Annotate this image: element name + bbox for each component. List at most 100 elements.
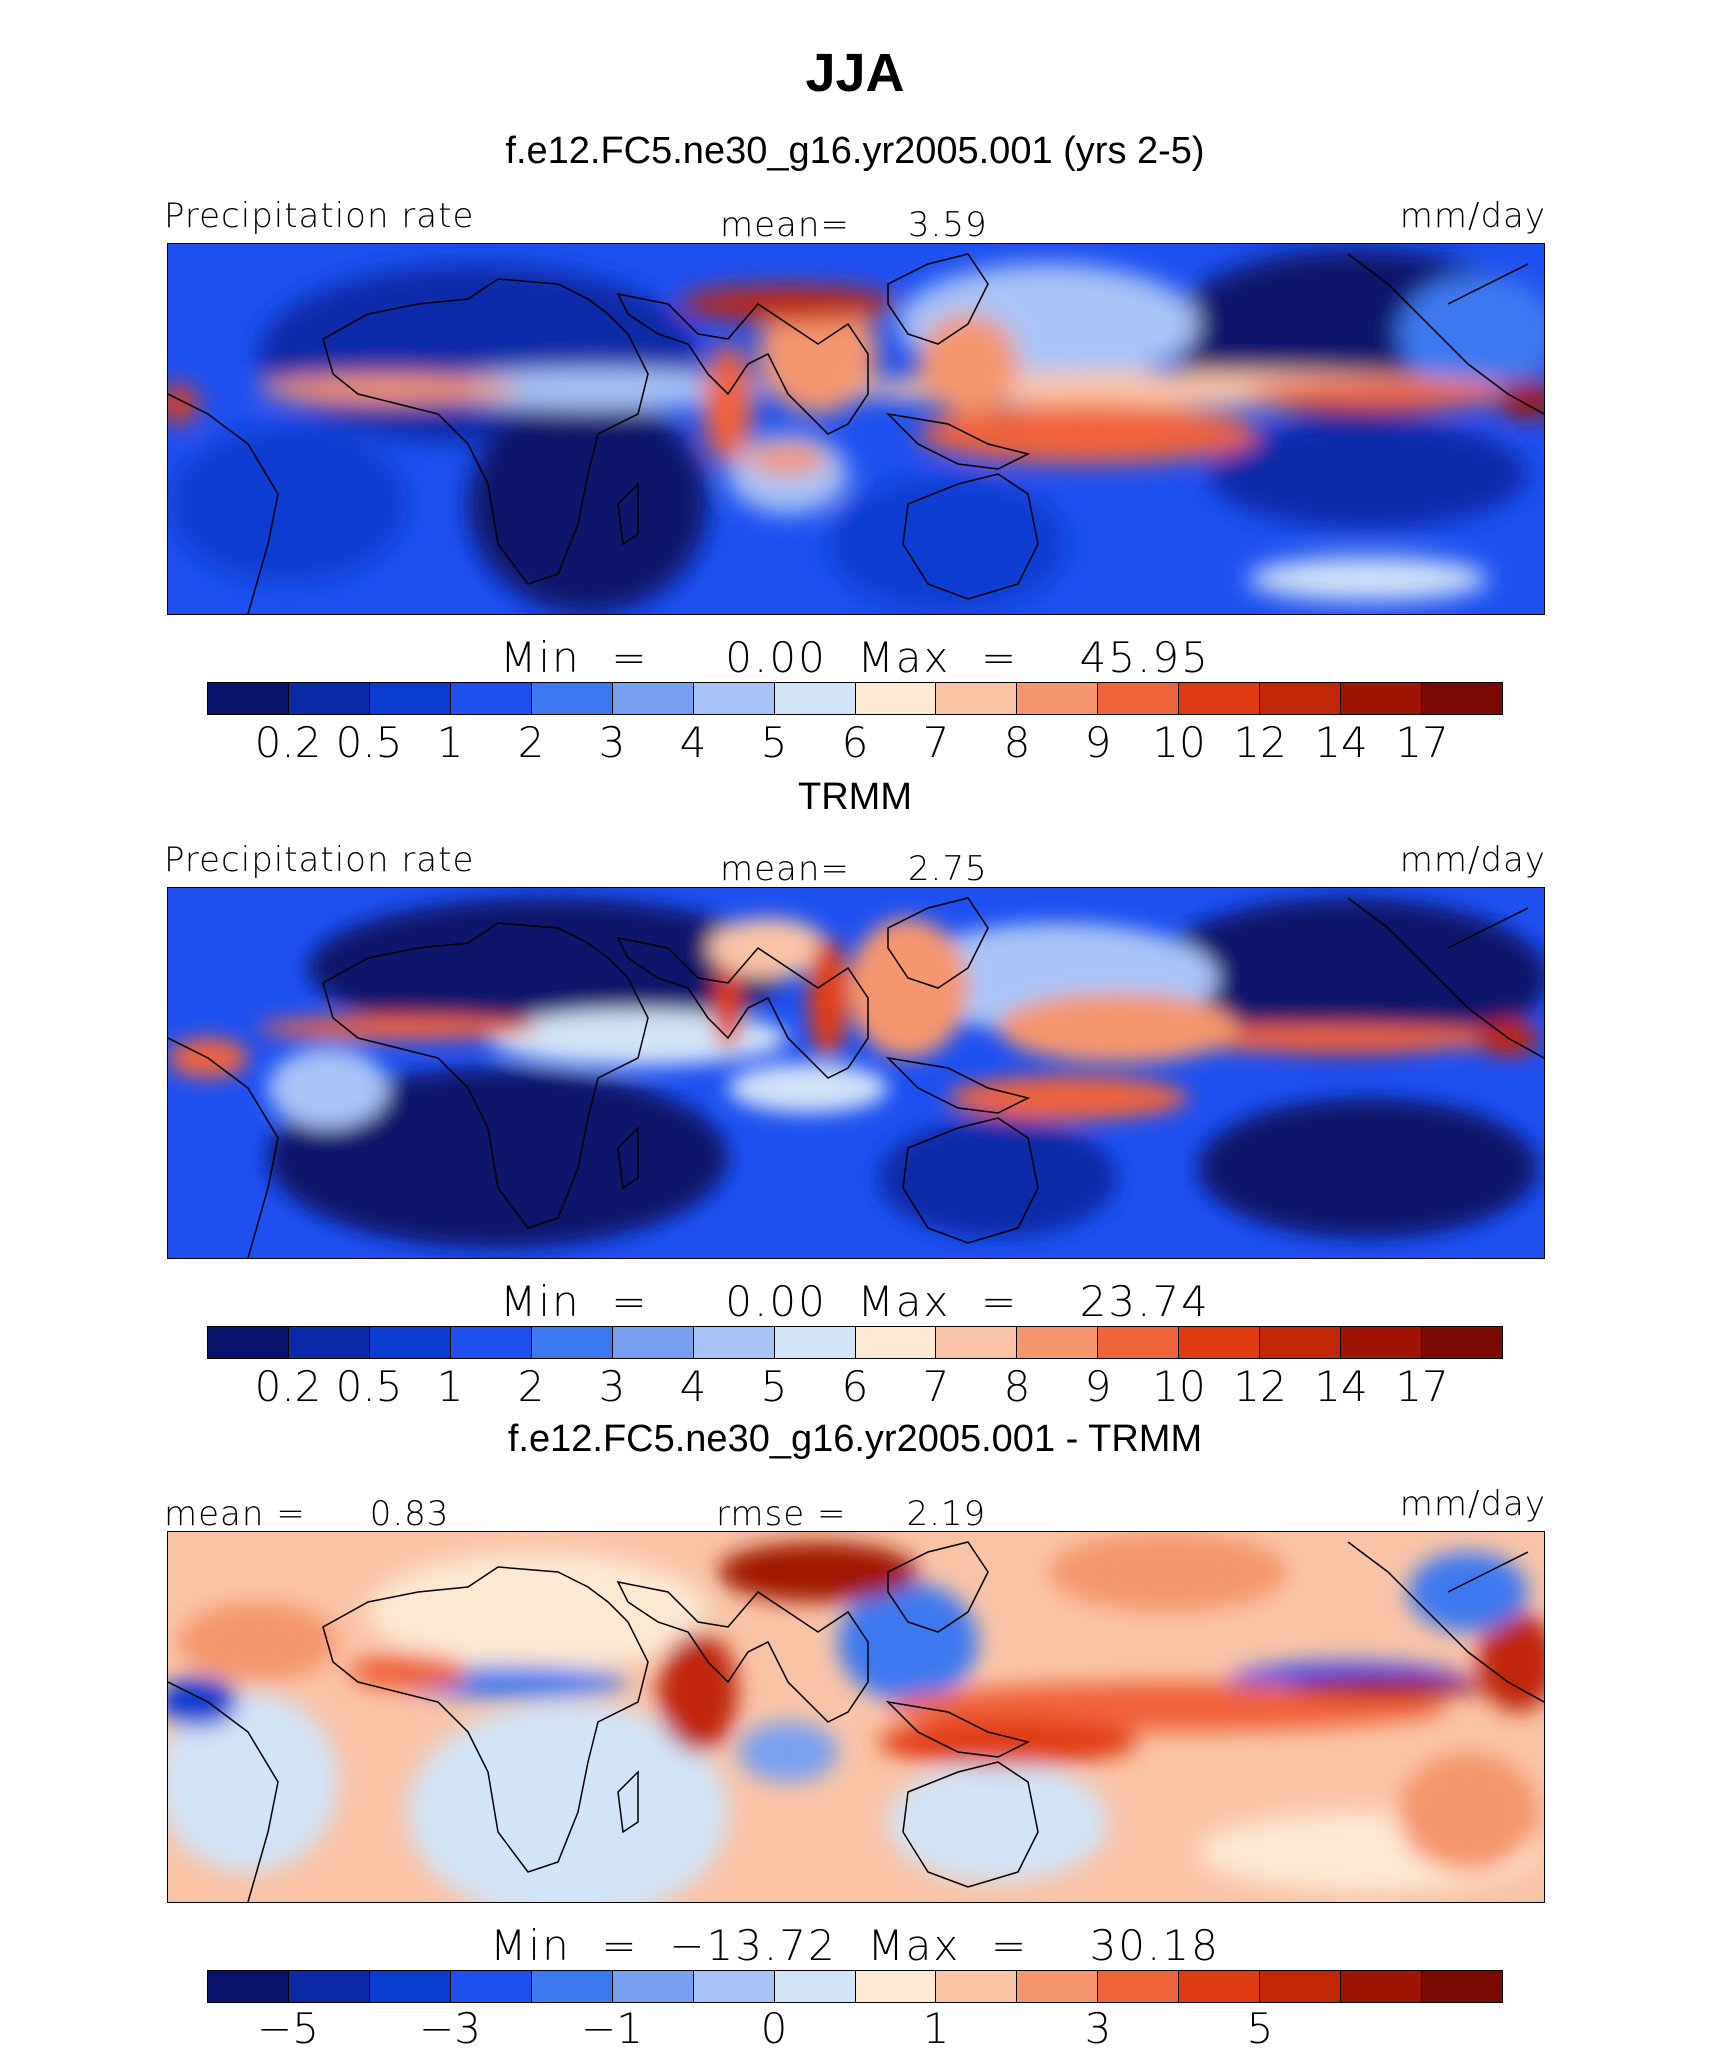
colorbar-box [693, 1971, 775, 2002]
colorbar-box [369, 1971, 451, 2002]
colorbar-box [1341, 1971, 1423, 2002]
colorbar-tick-label: 5 [1246, 2004, 1274, 2053]
colorbar-tick-label: 1 [436, 1362, 464, 1411]
panel-diff-map [167, 1531, 1545, 1903]
colorbar-box [1422, 1971, 1502, 2002]
colorbar-box [1422, 683, 1502, 714]
colorbar-tick-label: 0.2 [254, 718, 322, 767]
colorbar-tick-label: 2 [517, 1362, 545, 1411]
colorbar-tick-label: 0 [760, 2004, 788, 2053]
colorbar-tick-label: 0.5 [335, 1362, 403, 1411]
colorbar-box [369, 683, 451, 714]
colorbar-tick-label: 10 [1152, 718, 1206, 767]
colorbar-box [936, 1327, 1018, 1358]
colorbar-box [531, 1971, 613, 2002]
colorbar-tick-label: 17 [1395, 1362, 1449, 1411]
colorbar-box [693, 1327, 775, 1358]
colorbar-tick-label: 5 [760, 1362, 788, 1411]
colorbar-box [1098, 683, 1180, 714]
panel-diff-max-value: 30.18 [1089, 1921, 1220, 1970]
panel-obs-map [167, 887, 1545, 1259]
colorbar-box [1179, 1971, 1261, 2002]
colorbar-box [531, 683, 613, 714]
panel-diff-min-value: −13.72 [669, 1921, 837, 1970]
figure-title: JJA [805, 43, 905, 103]
colorbar-tick-label: 5 [760, 718, 788, 767]
panel-obs-colorbar [207, 1326, 1503, 1359]
colorbar-box [1017, 1327, 1099, 1358]
panel-obs-subtitle: TRMM [798, 776, 912, 818]
colorbar-box [1017, 683, 1099, 714]
colorbar-tick-label: 6 [841, 718, 869, 767]
colorbar-tick-label: 3 [598, 1362, 626, 1411]
panel-diff-rmse-value: 2.19 [906, 1494, 987, 1534]
colorbar-tick-label: 4 [679, 1362, 707, 1411]
colorbar-tick-label: 17 [1395, 718, 1449, 767]
colorbar-tick-label: −1 [581, 2004, 643, 2053]
colorbar-box [855, 1327, 937, 1358]
colorbar-tick-label: 2 [517, 718, 545, 767]
colorbar-box [1260, 683, 1342, 714]
colorbar-box [774, 1971, 856, 2002]
panel-model-map [167, 243, 1545, 615]
panel-diff-mean-value: 0.83 [369, 1494, 450, 1534]
colorbar-tick-label: 1 [922, 2004, 950, 2053]
colorbar-box [1179, 1327, 1261, 1358]
panel-model-variable-label: Precipitation rate [164, 196, 475, 236]
colorbar-box [288, 1971, 370, 2002]
colorbar-box [450, 683, 532, 714]
colorbar-box [1341, 683, 1423, 714]
colorbar-box [1098, 1327, 1180, 1358]
colorbar-tick-label: 12 [1233, 718, 1287, 767]
colorbar-tick-label: 14 [1314, 718, 1368, 767]
colorbar-tick-label: 3 [598, 718, 626, 767]
panel-diff-mean-label: mean = 0.83 [164, 1494, 450, 1534]
colorbar-tick-label: 8 [1003, 718, 1031, 767]
colorbar-tick-label: 9 [1084, 1362, 1112, 1411]
panel-diff-colorbar [207, 1970, 1503, 2003]
colorbar-box [612, 1971, 694, 2002]
colorbar-tick-label: 0.2 [254, 1362, 322, 1411]
colorbar-tick-label: 10 [1152, 1362, 1206, 1411]
colorbar-tick-label: −5 [257, 2004, 319, 2053]
colorbar-tick-label: 7 [922, 1362, 950, 1411]
colorbar-box [208, 683, 289, 714]
colorbar-box [288, 683, 370, 714]
panel-obs-min-value: 0.00 [725, 1277, 827, 1326]
panel-model-minmax: Min = 0.00 Max = 45.95 [500, 633, 1210, 682]
colorbar-box [612, 683, 694, 714]
colorbar-box [936, 1971, 1018, 2002]
panel-obs-variable-label: Precipitation rate [164, 840, 475, 880]
colorbar-box [1017, 1971, 1099, 2002]
colorbar-box [936, 683, 1018, 714]
colorbar-box [1260, 1327, 1342, 1358]
colorbar-tick-label: 14 [1314, 1362, 1368, 1411]
colorbar-tick-label: 1 [436, 718, 464, 767]
colorbar-box [1422, 1327, 1502, 1358]
panel-model-colorbar [207, 682, 1503, 715]
colorbar-tick-label: 3 [1084, 2004, 1112, 2053]
colorbar-box [855, 1971, 937, 2002]
colorbar-box [1341, 1327, 1423, 1358]
colorbar-tick-label: 0.5 [335, 718, 403, 767]
colorbar-box [693, 683, 775, 714]
panel-model-max-value: 45.95 [1079, 633, 1210, 682]
panel-model-subtitle: f.e12.FC5.ne30_g16.yr2005.001 (yrs 2-5) [505, 130, 1205, 172]
colorbar-box [450, 1971, 532, 2002]
panel-obs-max-value: 23.74 [1079, 1277, 1210, 1326]
colorbar-box [774, 1327, 856, 1358]
panel-obs-mean-value: 2.75 [907, 849, 988, 889]
panel-diff-subtitle: f.e12.FC5.ne30_g16.yr2005.001 - TRMM [507, 1418, 1203, 1460]
panel-obs-units-label: mm/day [1399, 840, 1546, 880]
colorbar-tick-label: −3 [419, 2004, 481, 2053]
panel-model-mean-label: mean= 3.59 [720, 205, 988, 245]
panel-model-units-label: mm/day [1399, 196, 1546, 236]
colorbar-tick-label: 7 [922, 718, 950, 767]
panel-diff-rmse-label: rmse = 2.19 [716, 1494, 987, 1534]
panel-model-mean-value: 3.59 [907, 205, 988, 245]
colorbar-box [1179, 683, 1261, 714]
colorbar-box [531, 1327, 613, 1358]
colorbar-box [612, 1327, 694, 1358]
panel-obs-minmax: Min = 0.00 Max = 23.74 [500, 1277, 1210, 1326]
colorbar-box [1098, 1971, 1180, 2002]
